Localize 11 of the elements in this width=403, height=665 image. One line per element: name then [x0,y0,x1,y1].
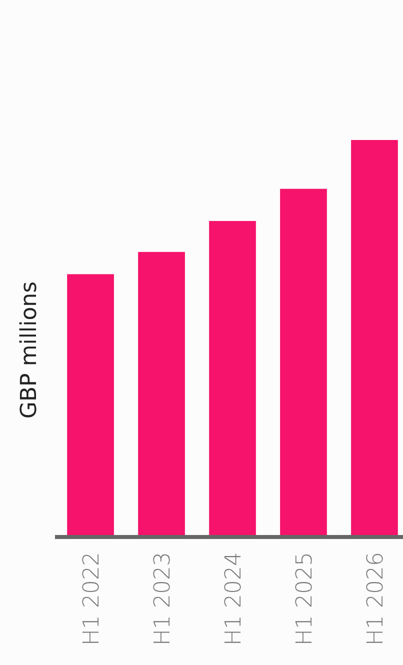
bar [67,274,114,537]
bar [351,140,398,537]
bar [138,252,185,537]
x-tick-label: H1 2025 [292,552,318,646]
x-tick-label: H1 2022 [80,552,105,646]
x-tick-label: H1 2024 [222,552,246,646]
bar [209,220,256,537]
x-tick-label: H1 2023 [150,552,176,646]
x-tick-label: H1 2026 [363,552,388,646]
bar [280,188,327,537]
y-axis-title: GBP millions [17,281,42,419]
